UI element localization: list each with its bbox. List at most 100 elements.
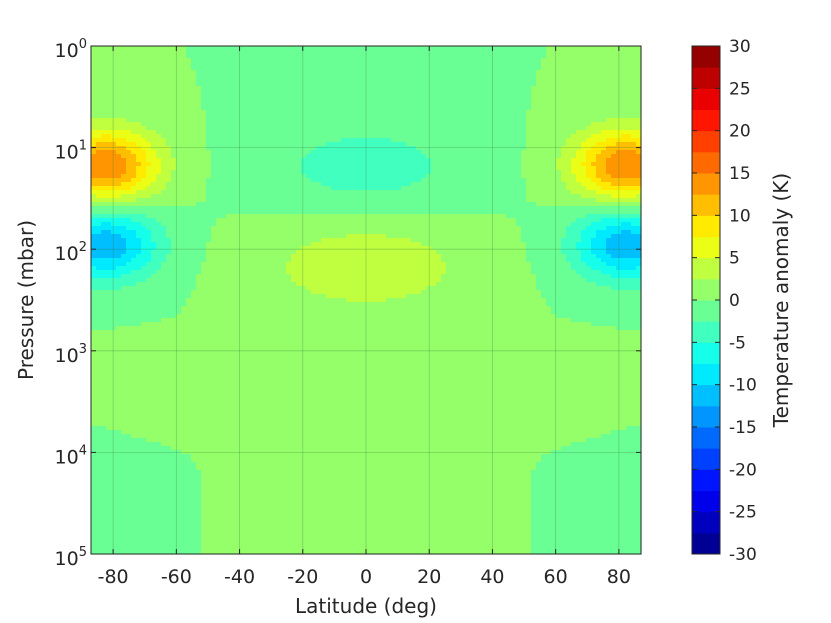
heatmap-cell bbox=[101, 70, 107, 75]
heatmap-cell bbox=[161, 226, 167, 231]
heatmap-cell bbox=[141, 158, 147, 163]
heatmap-cell bbox=[361, 66, 367, 71]
heatmap-cell bbox=[561, 190, 567, 195]
heatmap-cell bbox=[446, 206, 452, 211]
heatmap-cell bbox=[416, 214, 422, 219]
heatmap-cell bbox=[141, 170, 147, 175]
heatmap-cell bbox=[516, 170, 522, 175]
heatmap-cell bbox=[281, 194, 287, 199]
heatmap-cell bbox=[336, 134, 342, 139]
heatmap-cell bbox=[421, 158, 427, 163]
heatmap-cell bbox=[556, 218, 562, 223]
heatmap-cell bbox=[101, 194, 107, 199]
heatmap-cell bbox=[146, 110, 152, 115]
heatmap-cell bbox=[261, 126, 267, 131]
heatmap-cell bbox=[611, 110, 617, 115]
heatmap-cell bbox=[231, 90, 237, 95]
heatmap-cell bbox=[211, 126, 217, 131]
heatmap-cell bbox=[421, 222, 427, 227]
heatmap-cell bbox=[586, 206, 592, 211]
heatmap-cell bbox=[211, 154, 217, 159]
heatmap-cell bbox=[291, 82, 297, 87]
heatmap-cell bbox=[431, 206, 437, 211]
heatmap-cell bbox=[606, 190, 612, 195]
heatmap-cell bbox=[591, 134, 597, 139]
heatmap-cell bbox=[446, 118, 452, 123]
heatmap-cell bbox=[136, 114, 142, 119]
heatmap-cell bbox=[526, 78, 532, 83]
heatmap-cell bbox=[276, 46, 282, 51]
heatmap-cell bbox=[236, 218, 242, 223]
heatmap-cell bbox=[131, 78, 137, 83]
heatmap-cell bbox=[411, 190, 417, 195]
heatmap-cell bbox=[381, 82, 387, 87]
heatmap-cell bbox=[561, 110, 567, 115]
heatmap-cell bbox=[546, 94, 552, 99]
heatmap-cell bbox=[176, 106, 182, 111]
heatmap-cell bbox=[176, 90, 182, 95]
heatmap-cell bbox=[246, 54, 252, 59]
heatmap-cell bbox=[346, 134, 352, 139]
heatmap-cell bbox=[161, 166, 167, 171]
heatmap-cell bbox=[466, 70, 472, 75]
heatmap-cell bbox=[531, 126, 537, 131]
heatmap-cell bbox=[631, 110, 637, 115]
heatmap-cell bbox=[221, 114, 227, 119]
heatmap-cell bbox=[206, 174, 212, 179]
heatmap-cell bbox=[386, 166, 392, 171]
heatmap-cell bbox=[621, 146, 627, 151]
heatmap-cell bbox=[301, 54, 307, 59]
heatmap-cell bbox=[211, 146, 217, 151]
heatmap-cell bbox=[311, 214, 317, 219]
heatmap-cell bbox=[396, 142, 402, 147]
heatmap-cell bbox=[351, 166, 357, 171]
heatmap-cell bbox=[96, 134, 102, 139]
heatmap-cell bbox=[171, 142, 177, 147]
heatmap-cell bbox=[331, 86, 337, 91]
heatmap-cell bbox=[406, 130, 412, 135]
heatmap-cell bbox=[521, 194, 527, 199]
heatmap-cell bbox=[561, 202, 567, 207]
heatmap-cell bbox=[636, 78, 642, 83]
heatmap-cell bbox=[371, 154, 377, 159]
heatmap-cell bbox=[416, 66, 422, 71]
heatmap-cell bbox=[126, 86, 132, 91]
heatmap-cell bbox=[356, 62, 362, 67]
heatmap-cell bbox=[126, 174, 132, 179]
heatmap-cell bbox=[166, 174, 172, 179]
heatmap-cell bbox=[546, 134, 552, 139]
heatmap-cell bbox=[271, 222, 277, 227]
heatmap-cell bbox=[481, 174, 487, 179]
heatmap-cell bbox=[336, 146, 342, 151]
heatmap-cell bbox=[201, 78, 207, 83]
heatmap-cell bbox=[561, 50, 567, 55]
heatmap-cell bbox=[411, 98, 417, 103]
heatmap-cell bbox=[266, 126, 272, 131]
heatmap-cell bbox=[411, 86, 417, 91]
heatmap-cell bbox=[271, 86, 277, 91]
heatmap-cell bbox=[171, 122, 177, 127]
heatmap-cell bbox=[226, 130, 232, 135]
heatmap-cell bbox=[506, 94, 512, 99]
heatmap-cell bbox=[426, 214, 432, 219]
heatmap-cell bbox=[256, 198, 262, 203]
heatmap-cell bbox=[611, 198, 617, 203]
heatmap-cell bbox=[581, 170, 587, 175]
heatmap-cell bbox=[96, 74, 102, 79]
heatmap-cell bbox=[496, 118, 502, 123]
heatmap-cell bbox=[276, 146, 282, 151]
heatmap-cell bbox=[166, 114, 172, 119]
heatmap-cell bbox=[576, 62, 582, 67]
heatmap-cell bbox=[546, 106, 552, 111]
heatmap-cell bbox=[461, 150, 467, 155]
heatmap-cell bbox=[276, 142, 282, 147]
heatmap-cell bbox=[591, 90, 597, 95]
heatmap-cell bbox=[506, 98, 512, 103]
heatmap-cell bbox=[636, 122, 642, 127]
heatmap-cell bbox=[196, 154, 202, 159]
heatmap-cell bbox=[561, 118, 567, 123]
heatmap-cell bbox=[521, 74, 527, 79]
heatmap-cell bbox=[551, 78, 557, 83]
heatmap-cell bbox=[611, 58, 617, 63]
heatmap-cell bbox=[251, 226, 257, 231]
